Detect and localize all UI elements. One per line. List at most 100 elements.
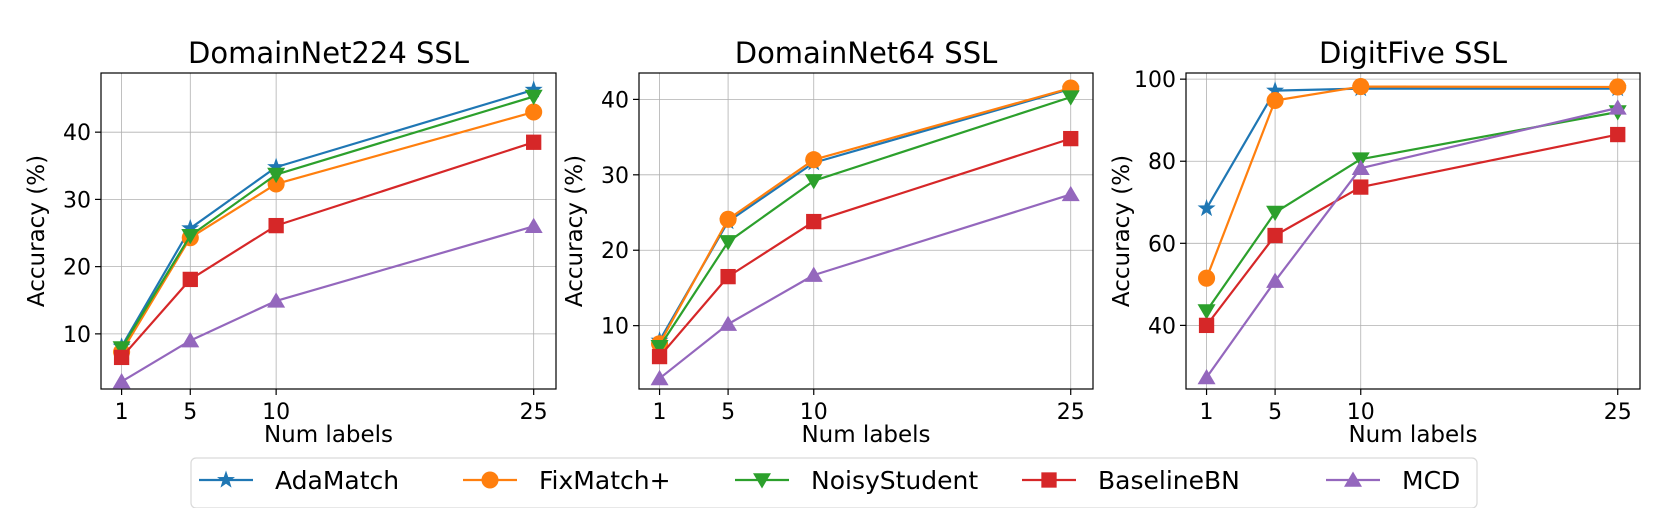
adamatch-marker — [524, 80, 543, 98]
baselinebn-marker — [182, 271, 198, 288]
noisystudent-line — [1205, 110, 1618, 312]
x-tick-label: 1 — [1200, 400, 1214, 425]
y-tick-label: 40 — [63, 121, 91, 146]
mcd-marker — [1608, 99, 1627, 115]
adamatch-marker — [1197, 198, 1216, 217]
fixmatch-marker — [481, 471, 499, 489]
legend-label: AdaMatch — [275, 466, 399, 495]
noisystudent-line — [120, 95, 534, 349]
baselinebn-marker — [1610, 126, 1626, 143]
x-tick-label: 25 — [1057, 400, 1085, 425]
y-tick-label: 10 — [63, 323, 91, 348]
y-tick-label: 40 — [601, 88, 629, 113]
fixmatch-marker — [805, 151, 823, 169]
mcd-marker — [719, 315, 738, 331]
y-axis-label: Accuracy (%) — [562, 155, 588, 307]
legend-label: BaselineBN — [1098, 466, 1240, 495]
x-axis-label: Num labels — [264, 422, 393, 448]
legend-label: MCD — [1402, 466, 1460, 495]
fixmatch-marker — [267, 175, 285, 193]
x-axis-label: Num labels — [1348, 422, 1477, 448]
noisystudent-marker — [524, 89, 543, 106]
mcd-marker — [804, 266, 823, 282]
baselinebn-marker — [1041, 472, 1057, 488]
mcd-marker — [1197, 368, 1216, 385]
mcd-marker — [1344, 471, 1362, 487]
x-tick-label: 10 — [1347, 400, 1375, 425]
mcd-line — [121, 225, 534, 383]
mcd-marker — [112, 373, 131, 389]
chart-panel-3: 1 5 10 25 40 60 80 100 DigitFive SSL Num labels Ac… — [1109, 36, 1641, 448]
baselinebn-marker — [268, 217, 284, 234]
series-adamatch — [650, 79, 1080, 349]
y-tick-label: 80 — [1148, 150, 1176, 175]
mcd-marker — [1061, 185, 1080, 202]
fixmatch-marker — [1198, 269, 1216, 287]
legend: AdaMatch FixMatch+ NoisyStudent BaselineBN M… — [190, 457, 1478, 508]
y-axis-label: Accuracy (%) — [24, 155, 50, 307]
noisystudent-marker — [1266, 205, 1285, 222]
baselinebn-marker — [806, 213, 822, 230]
fixmatch-marker — [719, 210, 737, 228]
fixmatch-line — [1205, 85, 1618, 279]
y-tick-label: 60 — [1148, 232, 1176, 257]
y-tick-label: 10 — [601, 315, 629, 340]
adamatch-marker — [181, 218, 200, 236]
chart-title: DomainNet64 SSL — [735, 36, 998, 70]
noisystudent-marker — [181, 228, 200, 245]
baselinebn-marker — [1198, 317, 1215, 334]
fixmatch-marker — [1266, 91, 1284, 110]
baselinebn-marker — [1353, 179, 1369, 195]
mcd-marker — [1351, 159, 1370, 175]
chart-title: DomainNet224 SSL — [188, 36, 469, 70]
x-tick-label: 1 — [653, 400, 667, 425]
y-tick-label: 40 — [1148, 314, 1176, 339]
baselinebn-marker — [1267, 227, 1283, 244]
series-mcd — [112, 217, 543, 389]
x-tick-label: 25 — [520, 400, 548, 425]
plot-frame — [638, 72, 1094, 390]
legend-frame — [190, 457, 1478, 508]
fixmatch-marker — [1352, 77, 1370, 96]
adamatch-marker — [217, 470, 235, 488]
x-tick-label: 1 — [115, 400, 129, 425]
series-baselinebn — [113, 134, 542, 366]
adamatch-line — [120, 88, 534, 348]
mcd-marker — [1266, 272, 1285, 288]
adamatch-marker — [1266, 81, 1285, 99]
series-adamatch — [1197, 79, 1627, 217]
series-noisystudent — [112, 89, 543, 357]
noisystudent-marker — [1061, 90, 1080, 106]
series-mcd — [650, 185, 1080, 386]
y-tick-label: 30 — [601, 164, 629, 189]
noisystudent-marker — [650, 340, 669, 356]
series-adamatch — [112, 80, 543, 355]
legend-item-fixmatch: FixMatch+ — [463, 466, 671, 495]
mcd-line — [658, 193, 1072, 380]
y-tick-label: 100 — [1134, 68, 1176, 93]
baselinebn-marker — [651, 348, 668, 365]
x-tick-label: 5 — [183, 400, 197, 425]
adamatch-line — [1205, 87, 1618, 209]
y-tick-label: 30 — [63, 188, 91, 213]
legend-label: FixMatch+ — [539, 466, 671, 495]
mcd-marker — [267, 292, 286, 308]
series-noisystudent — [650, 90, 1080, 356]
fixmatch-marker — [1609, 78, 1627, 96]
noisystudent-marker — [267, 167, 286, 184]
chart-panel-2: 1 5 10 25 10 20 30 40 DomainNet64 SSL Num labels A… — [562, 36, 1094, 448]
legend-item-adamatch: AdaMatch — [199, 466, 399, 495]
legend-label: NoisyStudent — [811, 466, 978, 495]
x-axis-label: Num labels — [801, 422, 930, 448]
x-tick-label: 25 — [1604, 400, 1632, 425]
baselinebn-line — [658, 137, 1072, 358]
fixmatch-line — [120, 110, 534, 353]
legend-item-baselinebn: BaselineBN — [1022, 466, 1240, 495]
baselinebn-line — [120, 141, 535, 359]
x-tick-label: 10 — [800, 400, 828, 425]
noisystudent-marker — [1197, 304, 1216, 320]
legend-item-noisystudent: NoisyStudent — [735, 466, 978, 495]
legend-item-mcd: MCD — [1326, 466, 1460, 495]
plot-frame — [100, 72, 557, 390]
plot-frame — [1185, 72, 1641, 390]
